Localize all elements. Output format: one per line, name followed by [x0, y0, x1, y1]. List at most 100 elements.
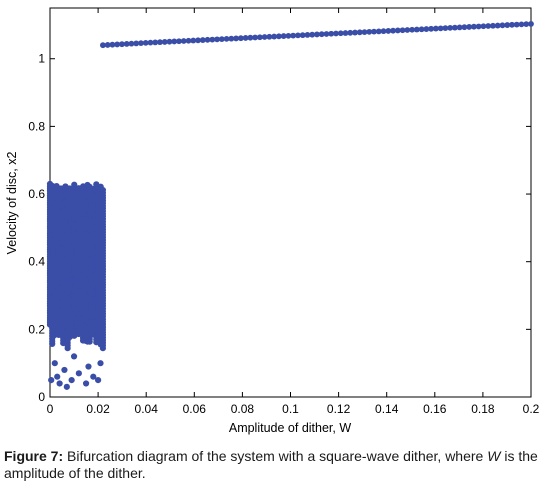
band-point — [63, 333, 70, 340]
branch-point — [452, 24, 458, 31]
branch-point — [147, 39, 154, 46]
band-point — [66, 282, 73, 289]
x-tick-label: 0.14 — [375, 402, 399, 416]
branch-point — [480, 23, 487, 30]
branch-point — [290, 32, 297, 39]
x-tick-label: 0.1 — [282, 402, 299, 416]
branch-point — [418, 26, 425, 33]
branch-point — [375, 28, 382, 35]
y-tick-labels: 0 0.2 0.4 0.6 0.8 1 — [28, 52, 45, 404]
branch-point — [195, 37, 201, 44]
x-tick-label: 0.06 — [183, 402, 207, 416]
branch-point — [509, 21, 515, 28]
branch-point — [295, 32, 301, 39]
branch-point — [166, 38, 173, 45]
branch-point — [218, 36, 225, 43]
band-point — [75, 370, 82, 377]
branch-point — [314, 31, 320, 38]
branch-point — [171, 38, 178, 45]
branch-point — [214, 36, 220, 43]
band-point — [73, 319, 80, 326]
branch-point — [109, 41, 116, 48]
branch-point — [499, 22, 506, 29]
branch-point — [190, 37, 197, 44]
branch-point — [471, 23, 477, 30]
x-tick-label: 0.16 — [423, 402, 447, 416]
branch-point — [123, 41, 130, 47]
y-axis-label: Velocity of disc, x2 — [5, 152, 19, 255]
branch-point — [442, 25, 449, 32]
x-tick-label: 0.04 — [135, 402, 159, 416]
y-tick-label: 0.8 — [28, 119, 45, 133]
band-point — [61, 366, 68, 374]
band-point — [82, 380, 90, 387]
branch-point — [456, 24, 463, 31]
branch-point — [337, 30, 344, 37]
branch-point — [342, 30, 349, 36]
caption-label: Figure 7: — [4, 448, 64, 464]
branch-point — [413, 26, 420, 33]
x-tick-label: 0.08 — [231, 402, 255, 416]
branch-point — [199, 37, 206, 43]
branch-point — [228, 35, 235, 42]
y-tick-label: 0.6 — [28, 187, 45, 201]
branch-point — [185, 37, 192, 44]
x-tick-label: 0.02 — [86, 402, 110, 416]
branch-point — [133, 40, 140, 47]
branch-point — [366, 28, 373, 35]
band-point — [99, 186, 107, 194]
branch-point — [394, 27, 401, 34]
branch-point — [271, 33, 278, 40]
y-tick-label: 0.4 — [28, 255, 45, 269]
x-axis-label: Amplitude of dither, W — [229, 421, 351, 435]
band-point — [90, 373, 97, 380]
x-tick-labels: 0 0.02 0.04 0.06 0.08 0.1 0.12 0.14 0.16 0.18 0.2 — [47, 402, 540, 416]
x-tick-label: 0 — [47, 402, 54, 416]
plot-frame — [49, 7, 532, 398]
branch-point — [266, 33, 273, 40]
branch-point — [485, 23, 492, 29]
band-point — [70, 353, 78, 360]
band-point — [92, 326, 99, 333]
band-point — [58, 292, 66, 299]
periodic-branch-series — [100, 21, 534, 49]
branch-point — [328, 30, 335, 37]
branch-point — [447, 24, 454, 31]
band-point — [80, 258, 87, 265]
branch-point — [437, 25, 444, 32]
caption-text-end: is the amplitude of the dither. — [4, 448, 538, 481]
branch-point — [399, 27, 406, 34]
band-point — [95, 376, 102, 384]
branch-point — [280, 33, 287, 39]
branch-point — [299, 32, 306, 39]
band-point — [48, 376, 55, 384]
branch-point — [128, 40, 135, 47]
branch-point — [432, 25, 439, 32]
band-point — [54, 373, 61, 380]
branch-point — [152, 39, 159, 46]
branch-point — [404, 27, 411, 33]
branch-point — [356, 29, 363, 36]
y-tick-label: 1 — [38, 52, 45, 66]
branch-point — [285, 32, 292, 39]
branch-point — [100, 42, 106, 49]
x-tick-label: 0.12 — [327, 402, 351, 416]
branch-point — [409, 26, 415, 33]
x-tick-label: 0.2 — [523, 402, 540, 416]
branch-point — [209, 36, 216, 43]
branch-point — [423, 26, 430, 32]
branch-point — [104, 42, 111, 48]
branch-point — [276, 33, 282, 40]
band-point — [71, 181, 78, 188]
branch-point — [204, 36, 211, 43]
y-tick-label: 0 — [38, 390, 45, 404]
branch-point — [256, 34, 263, 41]
branch-point — [380, 28, 387, 35]
branch-point — [490, 22, 496, 29]
band-point — [51, 360, 58, 367]
band-point — [97, 360, 104, 367]
branch-point — [361, 29, 368, 35]
band-point — [63, 383, 70, 390]
x-tick-label: 0.18 — [471, 402, 495, 416]
branch-point — [385, 28, 392, 34]
